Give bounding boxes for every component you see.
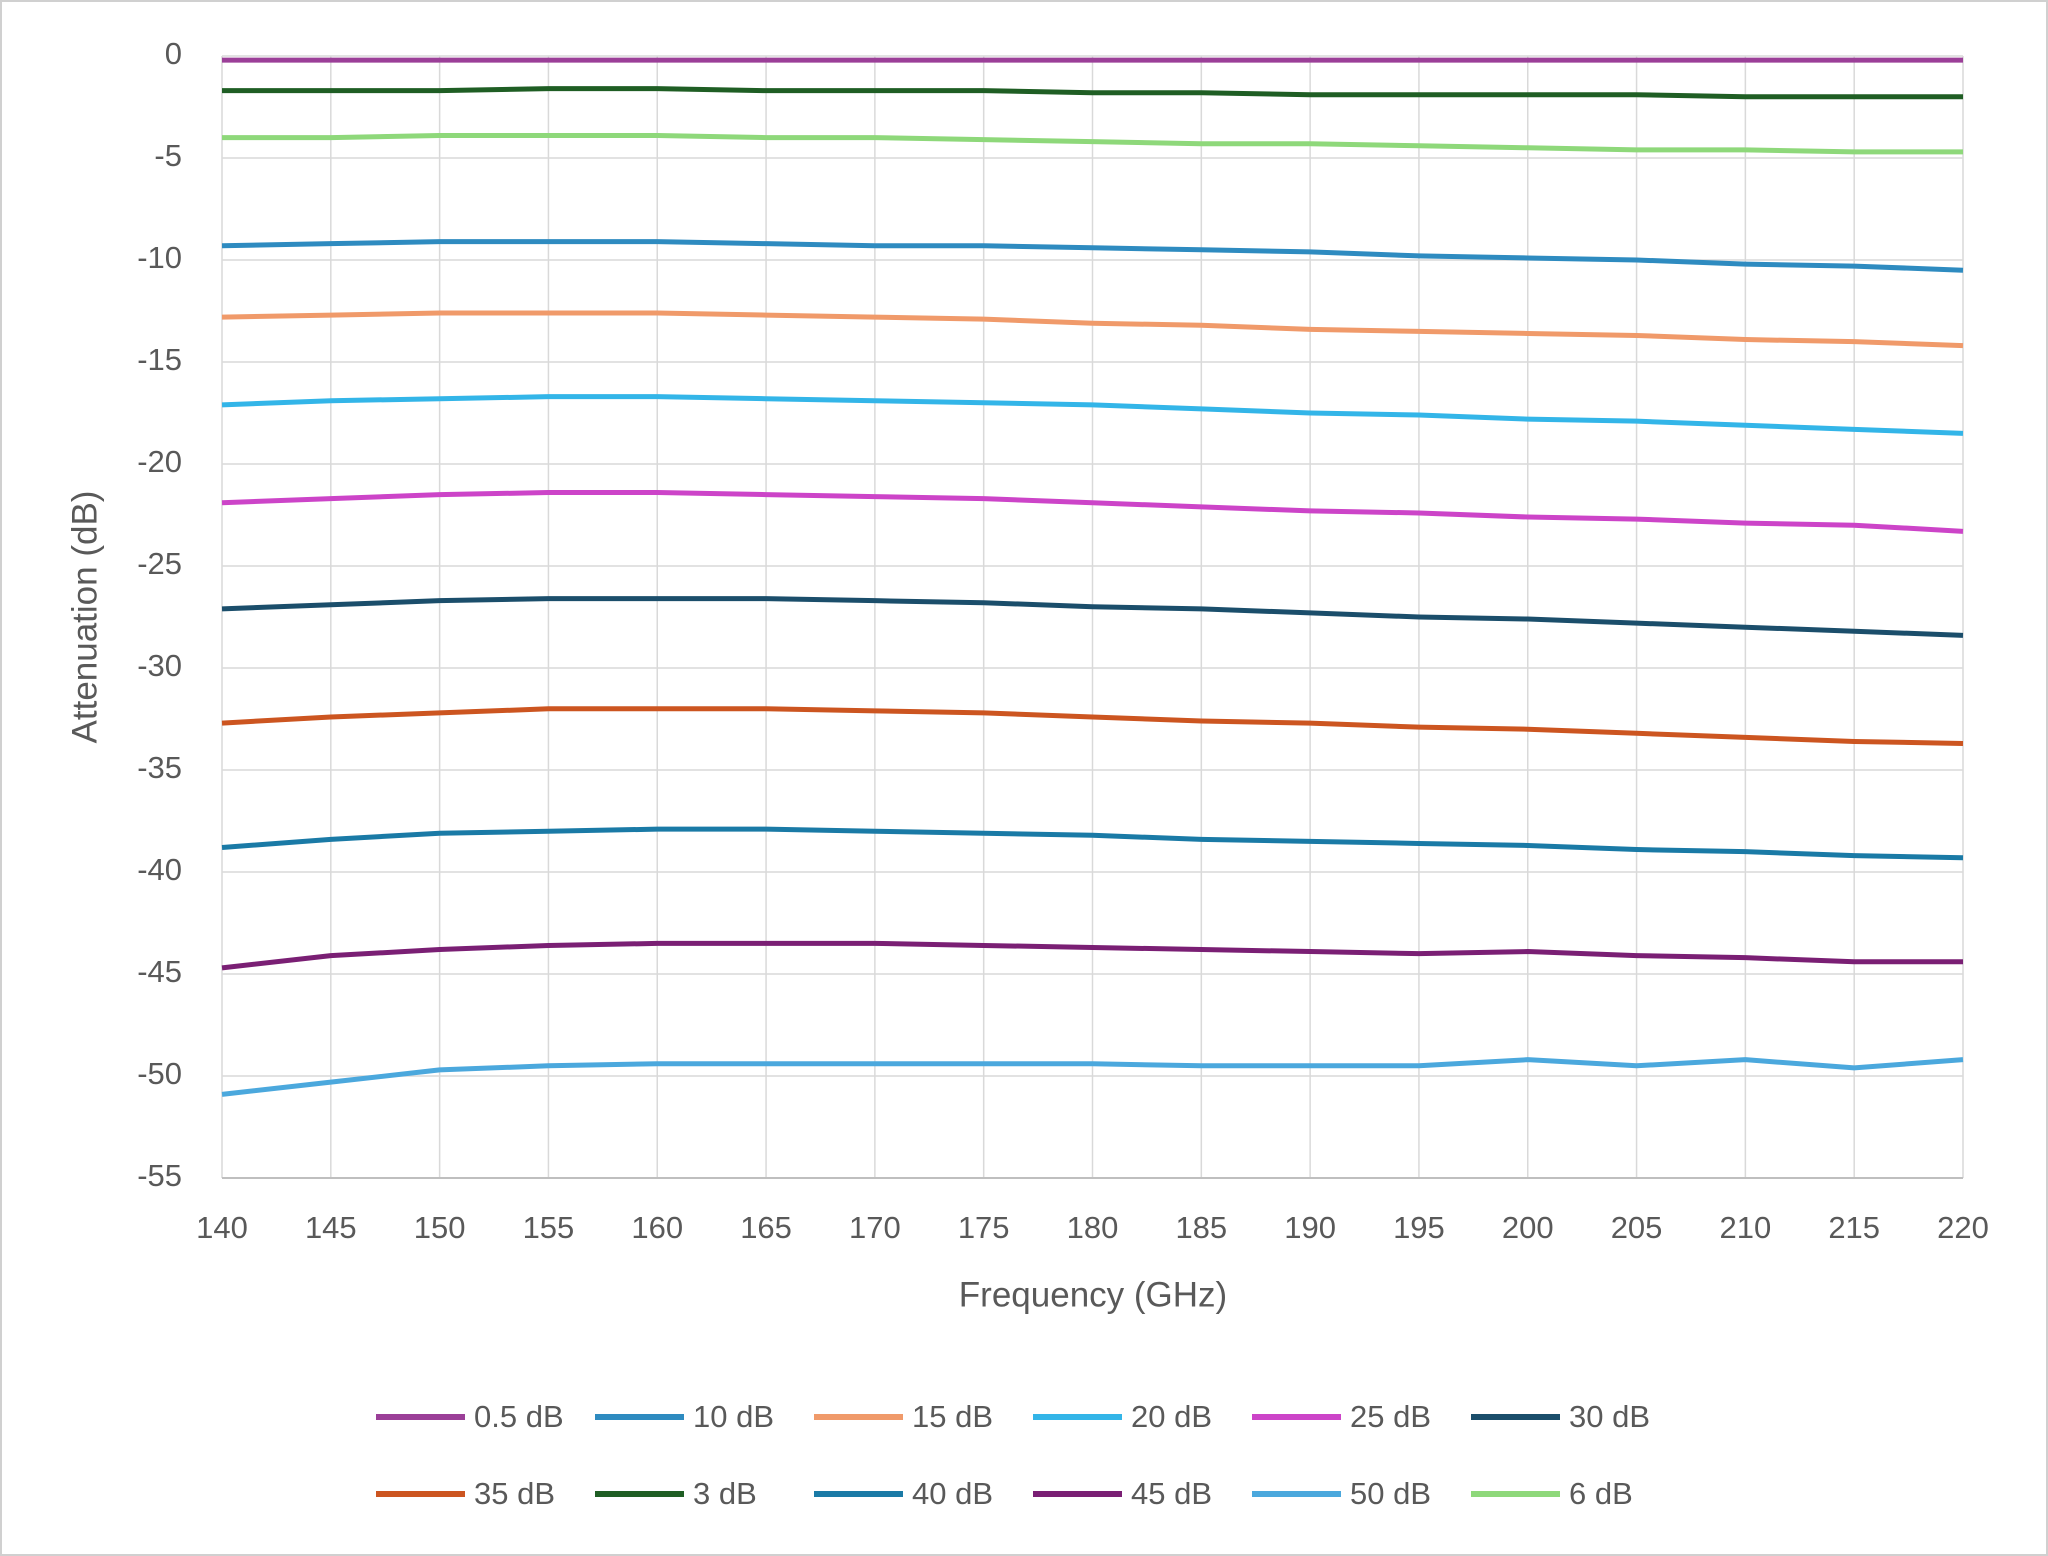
x-tick-label: 165 bbox=[740, 1210, 792, 1245]
series-line bbox=[221, 596, 1964, 638]
series-line bbox=[221, 706, 1964, 746]
y-tick-label: -50 bbox=[137, 1056, 182, 1091]
x-tick-label: 180 bbox=[1067, 1210, 1119, 1245]
x-tick-label: 155 bbox=[523, 1210, 575, 1245]
y-axis-title: Attenuation (dB) bbox=[65, 491, 104, 744]
legend-label: 0.5 dB bbox=[474, 1399, 564, 1434]
series-line bbox=[221, 1057, 1964, 1097]
legend-label: 3 dB bbox=[693, 1476, 757, 1511]
x-tick-label: 220 bbox=[1937, 1210, 1989, 1245]
y-tick-label: -10 bbox=[137, 240, 182, 275]
legend-label: 35 dB bbox=[474, 1476, 555, 1511]
series-line bbox=[221, 826, 1964, 861]
y-tick-label: -20 bbox=[137, 444, 182, 479]
y-tick-label: -15 bbox=[137, 342, 182, 377]
x-tick-label: 215 bbox=[1828, 1210, 1880, 1245]
x-tick-label: 160 bbox=[631, 1210, 683, 1245]
x-tick-label: 190 bbox=[1284, 1210, 1336, 1245]
x-tick-label: 150 bbox=[414, 1210, 466, 1245]
x-tick-label: 185 bbox=[1175, 1210, 1227, 1245]
x-tick-label: 170 bbox=[849, 1210, 901, 1245]
series-line bbox=[221, 239, 1964, 273]
series-line bbox=[221, 940, 1963, 971]
y-tick-label: -35 bbox=[137, 750, 182, 785]
x-tick-label: 210 bbox=[1720, 1210, 1772, 1245]
y-tick-label: -40 bbox=[137, 852, 182, 887]
legend-label: 20 dB bbox=[1131, 1399, 1212, 1434]
y-tick-label: -45 bbox=[137, 954, 182, 989]
legend-label: 45 dB bbox=[1131, 1476, 1212, 1511]
y-tick-label: -5 bbox=[154, 138, 182, 173]
legend-label: 10 dB bbox=[693, 1399, 774, 1434]
series-line bbox=[221, 490, 1964, 534]
y-tick-label: -25 bbox=[137, 546, 182, 581]
x-tick-label: 175 bbox=[958, 1210, 1010, 1245]
x-tick-label: 140 bbox=[196, 1210, 248, 1245]
x-tick-label: 200 bbox=[1502, 1210, 1554, 1245]
x-axis-title: Frequency (GHz) bbox=[959, 1275, 1227, 1314]
legend-label: 25 dB bbox=[1350, 1399, 1431, 1434]
legend-label: 50 dB bbox=[1350, 1476, 1431, 1511]
x-tick-label: 205 bbox=[1611, 1210, 1663, 1245]
y-tick-label: -55 bbox=[137, 1158, 182, 1193]
series-line bbox=[222, 133, 1963, 155]
y-tick-label: 0 bbox=[165, 36, 182, 71]
y-tick-label: -30 bbox=[137, 648, 182, 683]
x-tick-label: 195 bbox=[1393, 1210, 1445, 1245]
legend-label: 30 dB bbox=[1569, 1399, 1650, 1434]
legend-label: 15 dB bbox=[912, 1399, 993, 1434]
legend-label: 6 dB bbox=[1569, 1476, 1633, 1511]
series-line bbox=[221, 394, 1964, 436]
legend-label: 40 dB bbox=[912, 1476, 993, 1511]
series-line bbox=[222, 86, 1963, 100]
x-tick-label: 145 bbox=[305, 1210, 357, 1245]
series-line bbox=[221, 310, 1964, 349]
